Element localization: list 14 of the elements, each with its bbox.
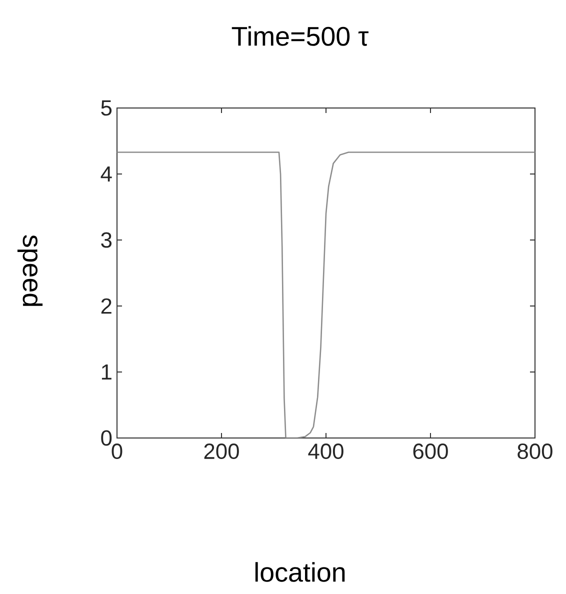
y-tick-label: 5 [101,100,112,116]
x-tick-label: 0 [112,444,122,460]
y-tick-label: 0 [101,430,112,446]
x-tick-label: 400 [308,444,344,460]
x-axis-title: location [255,562,345,582]
x-tick-label: 200 [204,444,239,460]
x-tick-label: 800 [518,444,552,460]
x-tick-label: 600 [413,444,448,460]
y-tick-label: 1 [102,364,112,380]
y-tick-label: 4 [100,166,112,182]
y-tick-label: 2 [101,298,112,314]
y-tick-label: 3 [101,232,112,248]
chart-title: Time=500 τ [232,26,368,46]
y-axis-title: speed [17,235,43,306]
